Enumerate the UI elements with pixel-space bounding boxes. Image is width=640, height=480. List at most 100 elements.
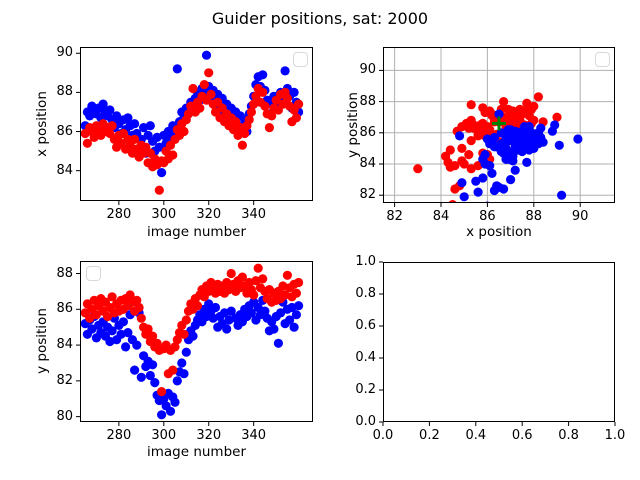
data-point-blue-guider	[522, 157, 532, 167]
data-point-red-guider	[487, 111, 497, 121]
data-point-red-guider	[249, 290, 259, 300]
data-point-blue-guider	[289, 87, 299, 97]
data-point-blue-guider	[132, 340, 142, 350]
y-tick-label: 88	[359, 93, 376, 109]
xlabel-top-right: x position	[466, 224, 532, 240]
subplot-empty-axes: 0.0 0.2 0.4 0.6 0.8 1.0 0.0 0.2 0.4 0.6 0.8 1.0	[355, 254, 625, 443]
data-point-red-guider	[154, 185, 164, 195]
data-point-red-guider	[294, 99, 304, 109]
data-point-blue-guider	[112, 111, 122, 121]
data-point-blue-guider	[554, 140, 564, 150]
data-point-blue-guider	[179, 369, 189, 379]
data-point-blue-guider	[150, 378, 160, 388]
subplot-y-position-vs-x-position: 82 84 86 88 90 82 84 86 88 90	[359, 47, 615, 224]
ylabel-top-left: x position	[34, 91, 50, 157]
x-tick-label: 320	[196, 428, 222, 443]
data-point-red-guider	[237, 272, 247, 282]
data-point-red-guider	[529, 115, 539, 125]
data-point-blue-guider	[473, 187, 483, 197]
data-point-blue-guider	[246, 308, 256, 318]
data-point-red-guider	[134, 302, 144, 313]
data-point-red-guider	[107, 292, 117, 302]
data-point-blue-guider	[529, 143, 539, 153]
data-point-blue-guider	[130, 119, 140, 129]
data-point-blue-guider	[557, 190, 567, 200]
data-point-red-guider	[294, 277, 304, 288]
data-point-blue-guider	[510, 165, 520, 175]
y-tick-label: 0.8	[355, 286, 376, 301]
data-point-red-guider	[461, 120, 472, 130]
data-point-red-guider	[103, 311, 113, 322]
data-point-blue-guider	[269, 324, 279, 334]
data-point-blue-guider	[457, 178, 467, 188]
data-point-red-guider	[448, 200, 457, 203]
x-tick-label: 300	[151, 207, 177, 222]
y-tick-label: 0.4	[355, 350, 376, 365]
data-point-blue-guider	[181, 347, 191, 357]
data-point-blue-guider	[496, 128, 506, 138]
data-point-red-guider	[291, 113, 301, 123]
x-tick-label: 300	[151, 428, 177, 443]
data-point-blue-guider	[210, 302, 221, 313]
data-point-red-guider	[132, 295, 142, 305]
data-point-red-guider	[237, 140, 247, 150]
data-point-red-guider	[82, 138, 92, 148]
x-tick-label: 90	[571, 209, 589, 224]
y-tick-label: 84	[56, 337, 73, 353]
data-point-blue-guider	[280, 66, 290, 76]
data-point-red-guider	[188, 83, 198, 94]
data-point-red-guider	[480, 107, 490, 118]
data-point-blue-guider	[289, 322, 299, 332]
data-point-blue-guider	[105, 105, 115, 115]
data-point-blue-guider	[136, 372, 146, 382]
data-point-red-guider	[244, 115, 254, 125]
y-tick-label: 84	[359, 156, 376, 171]
data-point-red-guider	[246, 107, 256, 117]
data-point-red-guider	[260, 101, 270, 111]
data-point-blue-guider	[533, 128, 543, 138]
data-point-blue-guider	[145, 121, 155, 131]
data-point-blue-guider	[123, 113, 133, 123]
legend-box-empty	[595, 52, 610, 67]
ylabel-bottom-left: y position	[34, 308, 50, 374]
data-point-blue-guider	[260, 306, 270, 316]
data-point-blue-guider	[285, 315, 295, 325]
y-tick-label: 86	[359, 124, 376, 140]
data-point-blue-guider	[172, 376, 182, 386]
xlabel-top-left: image number	[146, 224, 247, 240]
data-point-red-guider	[125, 290, 135, 300]
data-point-red-guider	[181, 315, 191, 325]
data-point-blue-guider	[172, 64, 182, 74]
axes-border	[383, 47, 615, 203]
data-point-blue-guider	[482, 134, 492, 144]
data-point-blue-guider	[157, 410, 167, 420]
x-tick-label: 1.0	[604, 428, 626, 443]
data-point-red-guider	[282, 93, 292, 103]
y-tick-label: 88	[56, 84, 73, 100]
axes-border	[80, 47, 313, 201]
data-point-blue-guider	[517, 132, 527, 143]
plot-area	[379, 261, 616, 426]
data-point-blue-guider	[494, 109, 504, 119]
subplot-y-position-vs-image-number: 280 300 320 340 80 82 84 86 88	[56, 261, 313, 443]
y-tick-label: 0.0	[355, 414, 376, 429]
data-point-blue-guider	[148, 360, 158, 370]
data-point-red-guider	[204, 68, 214, 78]
data-point-red-guider	[148, 331, 158, 341]
data-point-red-guider	[552, 112, 562, 122]
data-point-red-guider	[170, 342, 180, 352]
data-point-blue-guider	[201, 50, 212, 60]
y-tick-label: 82	[359, 187, 376, 203]
data-point-red-guider	[152, 338, 162, 348]
data-point-blue-guider	[98, 99, 108, 109]
data-point-red-guider	[457, 143, 467, 153]
data-point-red-guider	[258, 274, 268, 284]
data-point-blue-guider	[121, 342, 131, 352]
x-tick-label: 0.2	[419, 428, 440, 443]
y-tick-label: 80	[56, 408, 73, 424]
data-point-blue-guider	[503, 146, 513, 157]
subplot-x-position-vs-image-number: 280 300 320 340 84 86 88 90	[56, 45, 313, 222]
data-point-blue-guider	[118, 317, 128, 327]
data-point-red-guider	[192, 301, 203, 311]
